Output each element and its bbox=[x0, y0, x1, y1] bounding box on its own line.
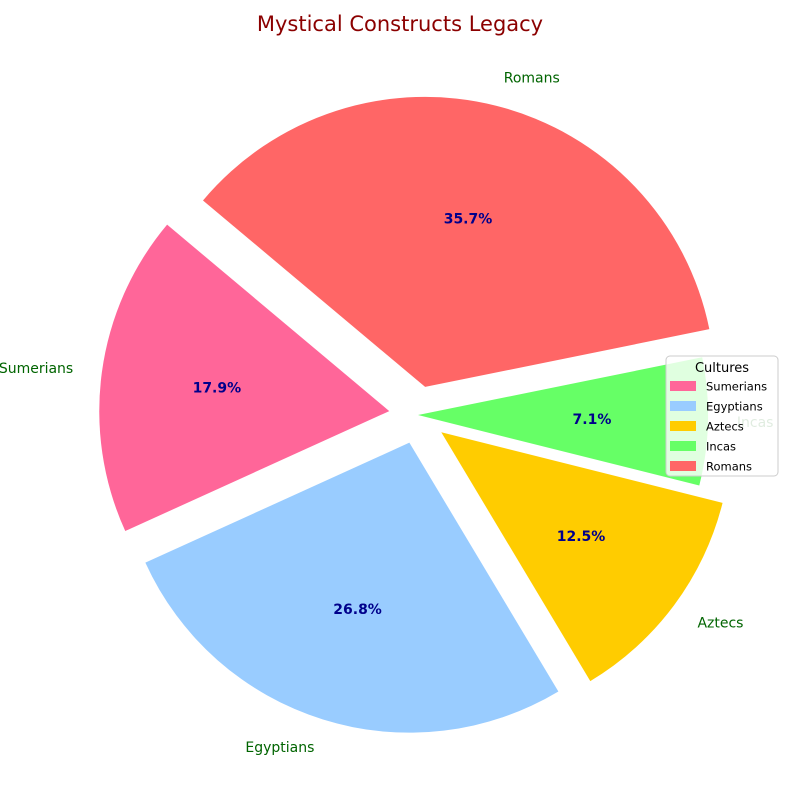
legend-swatch-sumerians bbox=[670, 381, 696, 391]
slice-percent-romans: 35.7% bbox=[444, 211, 493, 227]
pie-slice-aztecs bbox=[441, 432, 723, 682]
legend-swatch-egyptians bbox=[670, 401, 696, 411]
slice-percent-incas: 7.1% bbox=[573, 412, 612, 428]
legend-label-egyptians: Egyptians bbox=[706, 400, 763, 414]
legend-label-aztecs: Aztecs bbox=[706, 420, 744, 434]
legend-swatch-incas bbox=[670, 441, 696, 451]
slice-label-egyptians: Egyptians bbox=[245, 740, 314, 756]
slice-percent-egyptians: 26.8% bbox=[333, 602, 382, 618]
legend: Cultures Sumerians Egyptians Aztecs Incas Ro… bbox=[665, 355, 779, 477]
pie-slice-egyptians bbox=[145, 442, 559, 733]
pie-slices bbox=[99, 96, 723, 733]
legend-label-sumerians: Sumerians bbox=[706, 380, 767, 394]
slice-percent-aztecs: 12.5% bbox=[557, 529, 606, 545]
legend-entries: Sumerians Egyptians Aztecs Incas Romans bbox=[670, 380, 767, 474]
slice-label-sumerians: Sumerians bbox=[0, 361, 73, 377]
pie-slice-incas bbox=[418, 357, 708, 486]
legend-label-incas: Incas bbox=[706, 440, 736, 454]
pie-slice-romans bbox=[202, 96, 710, 387]
slice-label-aztecs: Aztecs bbox=[697, 615, 743, 631]
legend-label-romans: Romans bbox=[706, 460, 752, 474]
legend-title: Cultures bbox=[695, 361, 749, 376]
legend-swatch-romans bbox=[670, 461, 696, 471]
slice-percent-sumerians: 17.9% bbox=[193, 381, 242, 397]
slice-percent-labels: 17.9% 26.8% 12.5% 7.1% 35.7% bbox=[193, 211, 612, 618]
chart-title: Mystical Constructs Legacy bbox=[257, 12, 543, 36]
slice-label-romans: Romans bbox=[504, 71, 560, 87]
legend-swatch-aztecs bbox=[670, 421, 696, 431]
pie-slice-sumerians bbox=[99, 224, 390, 532]
